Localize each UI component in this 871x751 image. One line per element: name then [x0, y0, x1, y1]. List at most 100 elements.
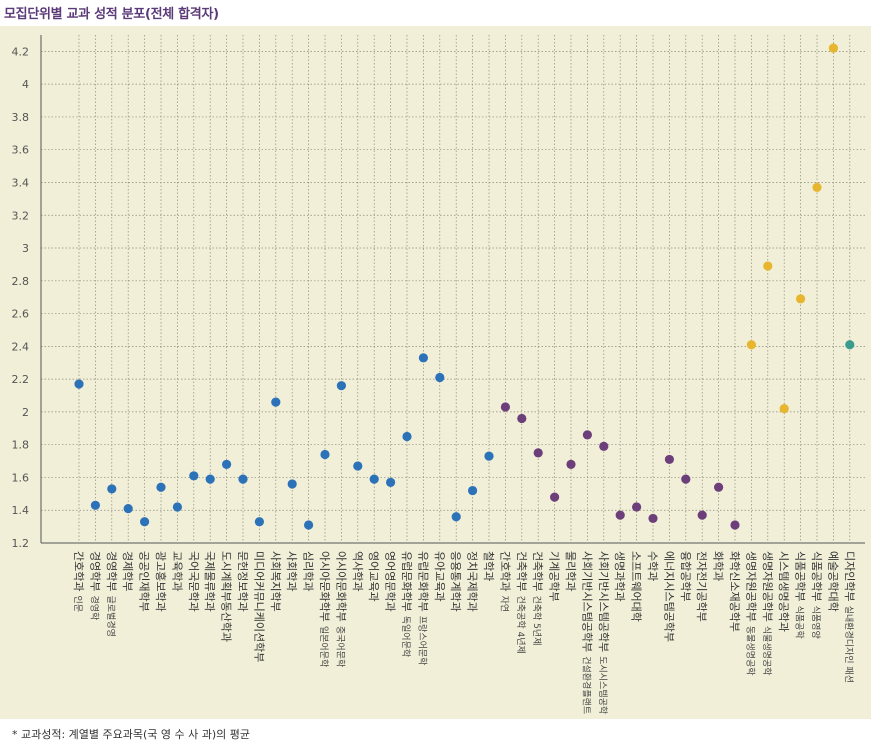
y-tick-label: 1.2	[12, 537, 30, 550]
data-point	[222, 459, 232, 469]
y-tick-label: 4.2	[12, 45, 30, 58]
category-label: 사회기반시스템공학부도시시스템공학	[597, 551, 610, 714]
y-tick-label: 2.8	[12, 275, 30, 288]
y-tick-label: 1.6	[12, 471, 30, 484]
data-point	[517, 413, 527, 424]
data-point	[533, 448, 543, 458]
category-label: 소프트웨어대학	[630, 551, 643, 622]
y-tick-label: 2	[22, 406, 29, 419]
chart-title: 모집단위별 교과 성적 분포(전체 합격자)	[4, 7, 219, 22]
category-label: 시스템생명공학과	[777, 551, 790, 632]
data-point	[796, 294, 806, 304]
data-point	[714, 482, 724, 492]
data-point	[336, 381, 346, 391]
y-tick-label: 3	[22, 242, 29, 255]
category-label: 에너지시스템공학부	[662, 551, 675, 642]
category-label: 간호학과자연	[498, 551, 511, 612]
y-tick-label: 2.4	[12, 340, 30, 353]
data-point	[779, 404, 789, 414]
category-label: 응용통계학과	[449, 551, 462, 612]
data-point	[238, 474, 248, 484]
chart-panel: 1.2 1.4 1.6 1.8 2 2.2 2.4 2.6 2.8 3 3.2 3.4 3.6 3.8 4 4…	[0, 26, 871, 719]
category-label: 생명과학과	[613, 551, 626, 602]
data-point	[304, 520, 314, 530]
category-label: 미디어커뮤니케이션학부	[252, 551, 265, 662]
data-point	[320, 449, 330, 460]
y-tick-label: 4	[22, 78, 29, 91]
data-point	[664, 454, 675, 465]
category-label: 철학과	[482, 551, 495, 581]
category-label: 교육학과	[170, 551, 183, 591]
category-label: 화학과	[712, 551, 725, 581]
data-point	[271, 397, 281, 407]
category-label: 공공인재학부	[138, 551, 151, 612]
category-label: 건축학부건축학 5년제	[531, 551, 544, 645]
category-label: 유아교육과	[433, 551, 446, 602]
data-point	[845, 340, 855, 350]
category-label: 화학신소재공학부	[728, 551, 741, 632]
category-label: 수학과	[646, 551, 659, 581]
data-point	[828, 43, 839, 53]
category-label: 사회복지학부	[269, 551, 282, 612]
data-point	[386, 477, 396, 487]
y-tick-label: 3.8	[12, 111, 30, 124]
category-label: 사회학과	[285, 551, 298, 591]
data-point	[697, 510, 707, 520]
category-label: 식품공학부식품영양	[810, 551, 823, 639]
data-point	[205, 474, 215, 484]
data-point	[468, 485, 478, 496]
category-label: 건축학부건축공학 4년제	[515, 551, 528, 654]
data-point	[500, 402, 510, 412]
data-point	[730, 520, 740, 530]
category-label: 전자전기공학부	[695, 551, 708, 622]
category-label: 국제물류학과	[203, 551, 216, 612]
data-point	[435, 372, 445, 383]
category-label: 디자인학부실내환경디자인 패션	[843, 551, 856, 683]
data-point	[107, 484, 117, 494]
data-point	[451, 512, 461, 522]
category-label: 도시계획부동산학과	[220, 551, 233, 642]
y-tick-label: 3.2	[12, 209, 30, 222]
data-point	[140, 517, 150, 527]
category-label: 예술공학대학	[826, 551, 839, 612]
category-label: 정치국제학과	[466, 551, 479, 612]
data-point	[582, 430, 593, 440]
category-label: 아시아문화학부일본어문학	[318, 551, 331, 667]
data-point	[90, 500, 100, 510]
category-label: 역사학과	[351, 551, 364, 591]
data-point	[189, 471, 199, 481]
data-point	[418, 353, 428, 363]
category-label: 생명자원공학부식물생명공학	[761, 551, 774, 676]
data-point	[484, 451, 494, 461]
data-point	[254, 517, 264, 527]
category-label: 영어교육과	[367, 551, 380, 602]
category-label: 영어영문학과	[384, 551, 397, 612]
category-label: 사회기반시스템공학부건설환경플랜트	[580, 551, 593, 714]
data-point	[172, 502, 182, 512]
data-point	[632, 502, 642, 512]
data-point	[369, 474, 379, 484]
footnote: * 교과성적: 계열별 주요과목(국 영 수 사 과)의 평균	[12, 728, 251, 741]
category-label: 경영학부글로벌경영	[105, 551, 118, 637]
y-tick-label: 2.6	[12, 308, 30, 321]
category-label: 아시아문화학부중국어문학	[334, 551, 347, 667]
data-point	[812, 182, 822, 192]
scatter-plot: 1.2 1.4 1.6 1.8 2 2.2 2.4 2.6 2.8 3 3.2 3.4 3.6 3.8 4 4…	[12, 35, 865, 714]
data-point	[746, 340, 757, 350]
category-label: 유럽문화학부프랑스어문학	[416, 551, 430, 665]
data-point	[123, 503, 133, 514]
category-label: 경영학부경영학	[88, 551, 101, 620]
category-label: 광고홍보학과	[154, 551, 168, 612]
data-point	[402, 431, 412, 442]
category-label: 융합공학부	[679, 551, 692, 602]
y-tick-label: 1.8	[12, 439, 30, 452]
category-label: 문헌정보학과	[236, 551, 249, 612]
category-label: 생명자원공학부동물생명공학	[744, 551, 757, 676]
data-point	[599, 441, 609, 451]
data-point	[287, 479, 297, 489]
y-tick-label: 1.4	[12, 504, 30, 517]
y-tick-label: 2.2	[12, 373, 30, 386]
data-point	[681, 474, 691, 484]
data-point	[550, 492, 560, 502]
category-label: 경제학부	[121, 551, 134, 591]
